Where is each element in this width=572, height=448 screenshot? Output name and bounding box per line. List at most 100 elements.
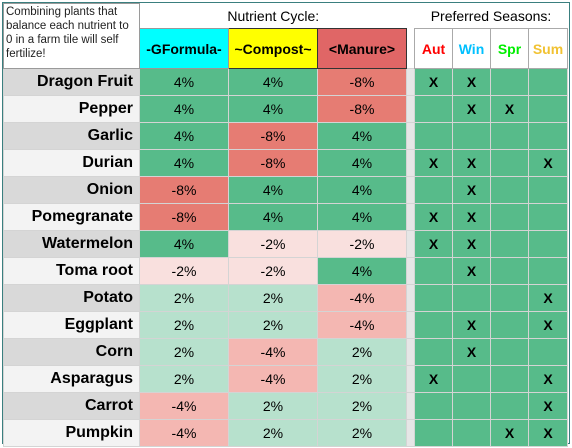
spring-mark[interactable] <box>490 68 529 96</box>
summer-mark[interactable] <box>528 203 568 231</box>
header-winter[interactable]: Win <box>452 28 491 69</box>
gformula-value[interactable]: 4% <box>139 122 229 150</box>
summer-mark[interactable]: X <box>528 311 568 339</box>
gformula-value[interactable]: -8% <box>139 203 229 231</box>
summer-mark[interactable] <box>528 68 568 96</box>
winter-mark[interactable] <box>452 284 491 312</box>
manure-value[interactable]: -2% <box>317 230 407 258</box>
compost-value[interactable]: 2% <box>228 311 318 339</box>
plant-name[interactable]: Potato <box>3 284 140 312</box>
summer-mark[interactable]: X <box>528 149 568 177</box>
manure-value[interactable]: 4% <box>317 203 407 231</box>
autumn-mark[interactable] <box>414 122 453 150</box>
compost-value[interactable]: 2% <box>228 392 318 420</box>
autumn-mark[interactable] <box>414 284 453 312</box>
header-summer[interactable]: Sum <box>528 28 568 69</box>
plant-name[interactable]: Carrot <box>3 392 140 420</box>
compost-value[interactable]: 2% <box>228 419 318 447</box>
compost-value[interactable]: 4% <box>228 68 318 96</box>
manure-value[interactable]: 2% <box>317 392 407 420</box>
autumn-mark[interactable]: X <box>414 365 453 393</box>
plant-name[interactable]: Corn <box>3 338 140 366</box>
spring-mark[interactable] <box>490 365 529 393</box>
summer-mark[interactable] <box>528 338 568 366</box>
gformula-value[interactable]: 4% <box>139 95 229 123</box>
header-autumn[interactable]: Aut <box>414 28 453 69</box>
manure-value[interactable]: -8% <box>317 95 407 123</box>
gformula-value[interactable]: -4% <box>139 419 229 447</box>
winter-mark[interactable]: X <box>452 68 491 96</box>
gformula-value[interactable]: -4% <box>139 392 229 420</box>
compost-value[interactable]: -2% <box>228 257 318 285</box>
compost-value[interactable]: -4% <box>228 338 318 366</box>
plant-name[interactable]: Asparagus <box>3 365 140 393</box>
spring-mark[interactable] <box>490 284 529 312</box>
header-gformula[interactable]: -GFormula- <box>139 28 229 69</box>
winter-mark[interactable]: X <box>452 203 491 231</box>
manure-value[interactable]: 2% <box>317 365 407 393</box>
autumn-mark[interactable]: X <box>414 68 453 96</box>
winter-mark[interactable] <box>452 419 491 447</box>
plant-name[interactable]: Toma root <box>3 257 140 285</box>
summer-mark[interactable] <box>528 95 568 123</box>
plant-name[interactable]: Pumpkin <box>3 419 140 447</box>
plant-name[interactable]: Watermelon <box>3 230 140 258</box>
gformula-value[interactable]: 4% <box>139 149 229 177</box>
compost-value[interactable]: -2% <box>228 230 318 258</box>
spring-mark[interactable] <box>490 230 529 258</box>
gformula-value[interactable]: 2% <box>139 311 229 339</box>
gformula-value[interactable]: 4% <box>139 230 229 258</box>
summer-mark[interactable] <box>528 176 568 204</box>
plant-name[interactable]: Onion <box>3 176 140 204</box>
spring-mark[interactable]: X <box>490 419 529 447</box>
winter-mark[interactable] <box>452 365 491 393</box>
plant-name[interactable]: Durian <box>3 149 140 177</box>
manure-value[interactable]: -4% <box>317 284 407 312</box>
compost-value[interactable]: 4% <box>228 176 318 204</box>
autumn-mark[interactable] <box>414 338 453 366</box>
plant-name[interactable]: Pepper <box>3 95 140 123</box>
spring-mark[interactable] <box>490 122 529 150</box>
gformula-value[interactable]: 2% <box>139 365 229 393</box>
winter-mark[interactable]: X <box>452 257 491 285</box>
gformula-value[interactable]: -8% <box>139 176 229 204</box>
header-spring[interactable]: Spr <box>490 28 529 69</box>
autumn-mark[interactable] <box>414 392 453 420</box>
spring-mark[interactable] <box>490 338 529 366</box>
header-compost[interactable]: ~Compost~ <box>228 28 318 69</box>
plant-name[interactable]: Eggplant <box>3 311 140 339</box>
gformula-value[interactable]: 4% <box>139 68 229 96</box>
summer-mark[interactable]: X <box>528 365 568 393</box>
compost-value[interactable]: 2% <box>228 284 318 312</box>
manure-value[interactable]: 4% <box>317 257 407 285</box>
compost-value[interactable]: -8% <box>228 122 318 150</box>
winter-mark[interactable]: X <box>452 230 491 258</box>
spring-mark[interactable] <box>490 203 529 231</box>
spring-mark[interactable] <box>490 311 529 339</box>
winter-mark[interactable]: X <box>452 311 491 339</box>
manure-value[interactable]: 2% <box>317 338 407 366</box>
summer-mark[interactable] <box>528 122 568 150</box>
autumn-mark[interactable]: X <box>414 230 453 258</box>
winter-mark[interactable]: X <box>452 95 491 123</box>
compost-value[interactable]: -4% <box>228 365 318 393</box>
spring-mark[interactable]: X <box>490 95 529 123</box>
spring-mark[interactable] <box>490 257 529 285</box>
summer-mark[interactable]: X <box>528 284 568 312</box>
plant-name[interactable]: Garlic <box>3 122 140 150</box>
autumn-mark[interactable] <box>414 176 453 204</box>
manure-value[interactable]: -4% <box>317 311 407 339</box>
plant-name[interactable]: Pomegranate <box>3 203 140 231</box>
compost-value[interactable]: 4% <box>228 203 318 231</box>
manure-value[interactable]: 4% <box>317 149 407 177</box>
spring-mark[interactable] <box>490 149 529 177</box>
summer-mark[interactable] <box>528 257 568 285</box>
compost-value[interactable]: -8% <box>228 149 318 177</box>
summer-mark[interactable] <box>528 230 568 258</box>
autumn-mark[interactable] <box>414 419 453 447</box>
autumn-mark[interactable] <box>414 257 453 285</box>
autumn-mark[interactable] <box>414 95 453 123</box>
manure-value[interactable]: 4% <box>317 176 407 204</box>
spring-mark[interactable] <box>490 392 529 420</box>
header-manure[interactable]: <Manure> <box>317 28 407 69</box>
